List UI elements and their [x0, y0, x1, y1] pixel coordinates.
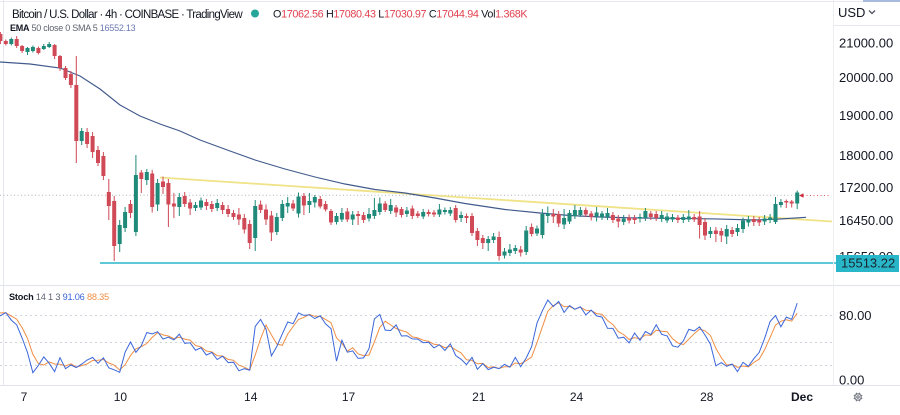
svg-text:80.00: 80.00 — [839, 308, 872, 323]
svg-text:15513.22: 15513.22 — [841, 256, 895, 271]
svg-text:24: 24 — [570, 390, 584, 404]
svg-text:7: 7 — [21, 390, 28, 404]
svg-text:Bitcoin / U.S. Dollar · 4h · C: Bitcoin / U.S. Dollar · 4h · COINBASE · … — [12, 9, 243, 21]
svg-text:17: 17 — [342, 390, 356, 404]
svg-text:Dec: Dec — [791, 390, 813, 404]
svg-text:18000.00: 18000.00 — [839, 148, 893, 163]
svg-text:21: 21 — [472, 390, 486, 404]
svg-text:17200.00: 17200.00 — [839, 180, 893, 195]
svg-text:10: 10 — [114, 390, 128, 404]
svg-text:28: 28 — [700, 390, 714, 404]
svg-text:19000.00: 19000.00 — [839, 108, 893, 123]
svg-text:Stoch 14 1 3 91.06 88.35: Stoch 14 1 3 91.06 88.35 — [9, 292, 109, 302]
svg-text:20000.00: 20000.00 — [839, 70, 893, 85]
svg-text:EMA 50 close 0 SMA 5 16552.13: EMA 50 close 0 SMA 5 16552.13 — [10, 23, 136, 33]
svg-text:0.00: 0.00 — [839, 373, 864, 388]
svg-text:USD: USD — [838, 5, 865, 20]
svg-text:21000.00: 21000.00 — [839, 36, 893, 51]
svg-text:16450.00: 16450.00 — [839, 213, 893, 228]
svg-text:14: 14 — [244, 390, 258, 404]
svg-text:O17062.56 H17080.43 L17030.97: O17062.56 H17080.43 L17030.97 C17044.94 … — [273, 9, 528, 21]
